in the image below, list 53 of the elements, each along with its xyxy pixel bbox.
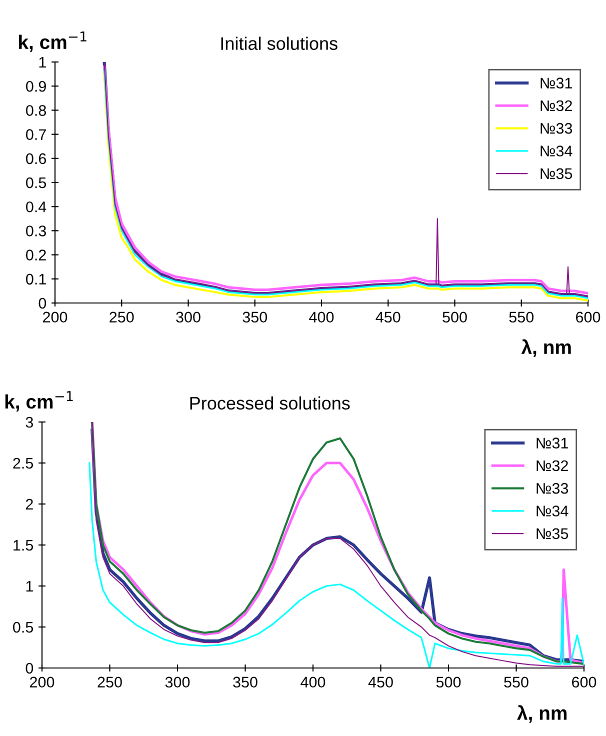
y-axis-title: k, cm$^{−1}$ bbox=[19, 31, 86, 52]
y-tick-label: 0.3 bbox=[26, 226, 46, 236]
x-tick-label: 350 bbox=[233, 676, 258, 688]
y-tick-label: 0.4 bbox=[26, 201, 46, 212]
y-tick-label: 2.5 bbox=[13, 458, 34, 469]
y-tick-label: 1.5 bbox=[14, 540, 34, 551]
x-axis-title: λ, nm bbox=[521, 339, 571, 357]
legend-label: №34 bbox=[540, 146, 572, 156]
y-tick-label: 1 bbox=[26, 581, 33, 592]
x-tick-label: 600 bbox=[572, 676, 596, 688]
x-tick-label: 300 bbox=[176, 312, 200, 323]
y-tick-label: 0.8 bbox=[26, 105, 46, 116]
y-tick-label: 0 bbox=[38, 298, 46, 309]
x-tick-label: 350 bbox=[242, 312, 268, 323]
y-tick-label: 0.7 bbox=[26, 129, 46, 140]
x-tick-label: 500 bbox=[442, 312, 467, 323]
legend-label: №34 bbox=[536, 506, 568, 516]
y-tick-label: 0.1 bbox=[26, 274, 46, 285]
line-series bbox=[88, 462, 584, 668]
y-tick-label: 3 bbox=[26, 416, 33, 428]
x-tick-label: 450 bbox=[368, 676, 393, 688]
legend-label: №35 bbox=[540, 168, 572, 180]
legend-label: №32 bbox=[536, 460, 568, 472]
legend-label: №35 bbox=[536, 528, 568, 540]
y-tick-label: 0.6 bbox=[26, 153, 46, 164]
x-tick-label: 500 bbox=[436, 676, 461, 688]
y-tick-label: 0.2 bbox=[26, 250, 46, 260]
chart-title: Processed solutions bbox=[190, 396, 350, 410]
x-tick-label: 200 bbox=[30, 676, 54, 688]
x-tick-label: 300 bbox=[165, 676, 190, 688]
y-tick-label: 2 bbox=[26, 498, 33, 510]
y-tick-label: 0 bbox=[26, 662, 34, 674]
x-axis-title: λ, nm bbox=[517, 705, 567, 723]
x-tick-label: 250 bbox=[110, 312, 134, 323]
y-tick-label: 0.5 bbox=[26, 177, 46, 188]
x-tick-label: 550 bbox=[504, 676, 528, 688]
y-tick-label: 1 bbox=[39, 57, 46, 68]
y-tick-label: 0.9 bbox=[26, 80, 46, 92]
y-axis-title: k, cm$^{−1}$ bbox=[5, 391, 73, 412]
x-tick-label: 250 bbox=[98, 676, 122, 688]
legend-label: №32 bbox=[540, 100, 572, 112]
x-tick-label: 400 bbox=[309, 312, 334, 323]
legend-label: №33 bbox=[536, 482, 568, 494]
y-tick-label: 0.5 bbox=[13, 622, 34, 633]
legend-label: №31 bbox=[540, 78, 572, 88]
chart-title: Initial solutions bbox=[221, 36, 338, 50]
legend-label: №33 bbox=[540, 122, 572, 134]
x-tick-label: 450 bbox=[376, 312, 400, 323]
x-tick-label: 600 bbox=[576, 312, 600, 323]
x-tick-label: 200 bbox=[43, 312, 68, 323]
x-tick-label: 400 bbox=[300, 676, 326, 688]
legend-label: №31 bbox=[536, 438, 568, 448]
x-tick-label: 550 bbox=[509, 312, 534, 323]
